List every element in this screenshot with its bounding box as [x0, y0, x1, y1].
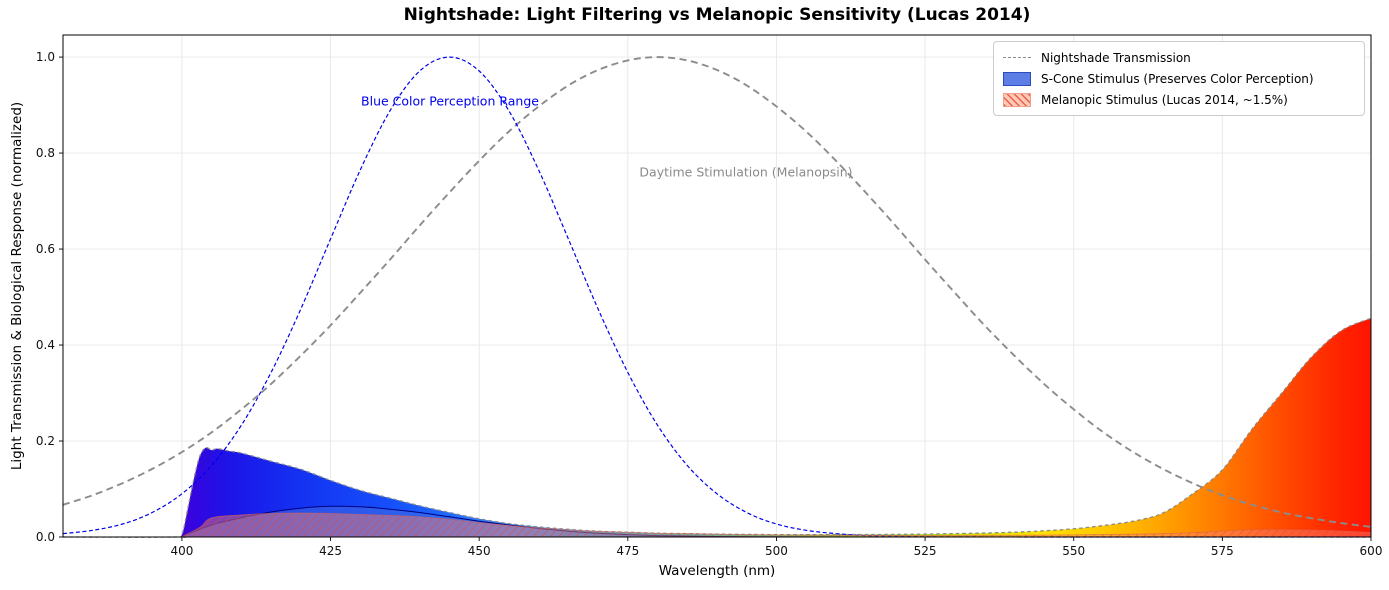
- x-tick-label: 425: [319, 544, 342, 558]
- plot-border: [62, 34, 1372, 538]
- hatched-patch-swatch-icon: [1003, 92, 1031, 107]
- x-tick-label: 500: [765, 544, 788, 558]
- transmission-curve: [62, 317, 1372, 539]
- y-tick-label: 0.4: [36, 338, 55, 352]
- melanopic-stimulus-edge: [181, 512, 1372, 537]
- axis-ticks: [59, 56, 1372, 541]
- y-tick-label: 0.6: [36, 242, 55, 256]
- legend: Nightshade Transmission S-Cone Stimulus …: [993, 41, 1365, 116]
- legend-item-melanopic: Melanopic Stimulus (Lucas 2014, ~1.5%): [1003, 89, 1355, 110]
- x-tick-label: 400: [170, 544, 193, 558]
- annotation-daytime-stimulation: Daytime Stimulation (Melanopsin): [639, 164, 853, 180]
- axis-tick-labels: 400 425 450 475 500 525 550 575 600 0.0 0.2 0.4 0.6 0…: [36, 50, 1383, 558]
- chart-title: Nightshade: Light Filtering vs Melanopic…: [403, 5, 1031, 25]
- dashed-line-swatch-icon: [1003, 57, 1031, 58]
- legend-label: Melanopic Stimulus (Lucas 2014, ~1.5%): [1041, 92, 1288, 107]
- y-axis-label: Light Transmission & Biological Response…: [9, 101, 25, 471]
- y-tick-label: 0.2: [36, 434, 55, 448]
- blue-patch-swatch-icon: [1003, 71, 1031, 86]
- legend-item-scone: S-Cone Stimulus (Preserves Color Percept…: [1003, 68, 1355, 89]
- x-axis-label: Wavelength (nm): [658, 563, 776, 579]
- x-tick-label: 550: [1062, 544, 1085, 558]
- legend-item-transmission: Nightshade Transmission: [1003, 47, 1355, 68]
- x-tick-label: 575: [1211, 544, 1234, 558]
- spectral-transmission-fill: [175, 318, 1372, 538]
- x-tick-label: 475: [616, 544, 639, 558]
- melanopic-stimulus-hatch: [181, 513, 1371, 537]
- y-tick-label: 1.0: [36, 50, 55, 64]
- legend-label: Nightshade Transmission: [1041, 50, 1191, 65]
- y-tick-label: 0.0: [36, 530, 55, 544]
- y-tick-label: 0.8: [36, 146, 55, 160]
- melanopsin-sensitivity-curve: [62, 56, 1372, 528]
- legend-label: S-Cone Stimulus (Preserves Color Percept…: [1041, 71, 1314, 86]
- annotation-blue-color-perception: Blue Color Perception Range: [361, 93, 539, 109]
- x-tick-label: 450: [468, 544, 491, 558]
- x-tick-label: 600: [1360, 544, 1383, 558]
- x-tick-label: 525: [914, 544, 937, 558]
